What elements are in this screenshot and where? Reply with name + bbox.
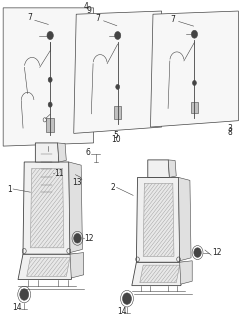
Text: 7: 7 bbox=[171, 15, 176, 24]
Text: 7: 7 bbox=[28, 13, 32, 22]
Polygon shape bbox=[70, 252, 84, 278]
Text: 5: 5 bbox=[114, 132, 118, 140]
Polygon shape bbox=[58, 143, 66, 162]
Text: 12: 12 bbox=[212, 248, 221, 257]
Polygon shape bbox=[150, 11, 238, 127]
Polygon shape bbox=[3, 8, 94, 146]
Circle shape bbox=[194, 248, 201, 257]
Polygon shape bbox=[148, 160, 169, 177]
Circle shape bbox=[123, 293, 131, 304]
Polygon shape bbox=[18, 254, 76, 280]
Polygon shape bbox=[143, 183, 174, 256]
Text: 10: 10 bbox=[111, 135, 121, 144]
Text: 14: 14 bbox=[12, 303, 22, 312]
Polygon shape bbox=[168, 160, 176, 177]
Polygon shape bbox=[23, 162, 70, 254]
Text: 1: 1 bbox=[7, 185, 12, 194]
Polygon shape bbox=[74, 11, 162, 133]
Circle shape bbox=[115, 32, 121, 39]
Polygon shape bbox=[30, 168, 64, 248]
Circle shape bbox=[191, 30, 197, 38]
Circle shape bbox=[48, 77, 52, 82]
Bar bbox=[40, 151, 53, 196]
Text: 7: 7 bbox=[96, 14, 101, 23]
Text: 8: 8 bbox=[227, 128, 232, 137]
Circle shape bbox=[74, 234, 81, 243]
Text: 9: 9 bbox=[87, 6, 91, 15]
Polygon shape bbox=[27, 257, 70, 276]
Bar bbox=[191, 101, 198, 113]
Text: 14: 14 bbox=[117, 307, 127, 316]
Text: 11: 11 bbox=[54, 169, 63, 178]
Bar bbox=[114, 107, 121, 119]
Polygon shape bbox=[179, 177, 191, 261]
Text: 2: 2 bbox=[111, 183, 116, 192]
Polygon shape bbox=[136, 177, 180, 262]
Circle shape bbox=[69, 171, 75, 179]
Polygon shape bbox=[35, 143, 59, 162]
Polygon shape bbox=[180, 261, 192, 284]
Text: 6: 6 bbox=[86, 148, 91, 157]
Text: 4: 4 bbox=[84, 2, 89, 11]
Polygon shape bbox=[69, 162, 82, 252]
Polygon shape bbox=[132, 262, 185, 286]
Text: 3: 3 bbox=[227, 124, 232, 133]
Polygon shape bbox=[140, 265, 180, 283]
Circle shape bbox=[20, 289, 29, 300]
Circle shape bbox=[192, 80, 196, 85]
Circle shape bbox=[48, 102, 52, 107]
Circle shape bbox=[116, 84, 120, 89]
Text: 13: 13 bbox=[72, 178, 82, 187]
Circle shape bbox=[47, 31, 53, 40]
Bar bbox=[46, 118, 54, 132]
Text: 12: 12 bbox=[84, 234, 94, 243]
